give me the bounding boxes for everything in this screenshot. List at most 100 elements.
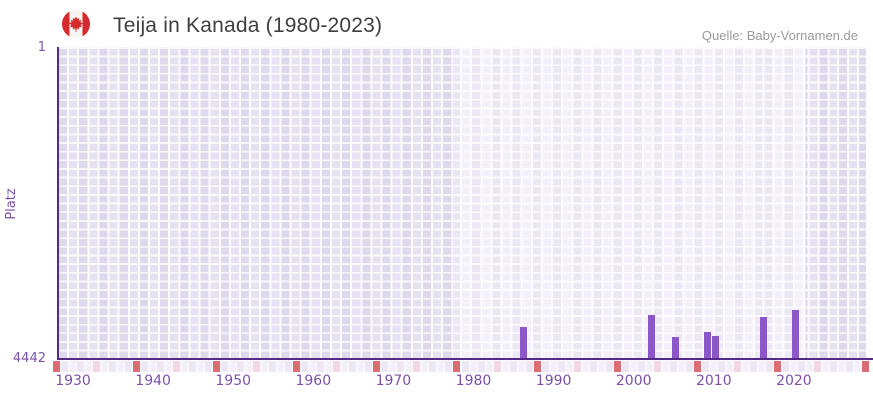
x-tick-label: 2020 [776,373,812,389]
year-marker-cell [365,361,373,372]
x-axis-line [57,357,873,360]
year-marker-cell [437,361,445,372]
year-marker-cell [517,361,525,372]
year-marker-cell [701,361,709,372]
year-marker-cell [597,361,605,372]
x-tick-label: 2010 [695,373,732,389]
year-marker-cell [789,361,797,372]
year-marker-cell [661,361,669,372]
year-marker-cell [181,361,189,372]
x-tick-label: 1990 [535,373,572,389]
year-marker-cell [837,361,845,372]
year-marker-cell [405,361,413,372]
year-marker-cell [253,361,261,372]
year-marker-cell [605,361,613,372]
year-marker-cell [493,361,501,372]
year-marker-cell [53,361,60,372]
year-marker-cell [237,361,245,372]
year-marker-cell [653,361,661,372]
grid-band [57,47,454,358]
year-marker-cell [221,361,229,372]
year-marker-cell [533,361,541,372]
year-marker-cell [509,361,517,372]
year-marker-cell [469,361,477,372]
year-marker-cell [581,361,589,372]
year-marker-cell [101,361,109,372]
year-marker-cell [213,361,221,372]
year-marker-cell [149,361,157,372]
canada-flag-icon [62,10,90,38]
year-marker-cell [205,361,213,372]
year-marker-cell [117,361,125,372]
year-marker-cell [261,361,269,372]
year-marker-cell [269,361,277,372]
year-marker-cell [229,361,237,372]
rank-bar[interactable] [647,315,655,359]
year-marker-cell [853,361,861,372]
year-marker-cell [77,361,85,372]
year-marker-cell [461,361,469,372]
year-marker-cell [125,361,133,372]
year-marker-cell [485,361,493,372]
year-marker-cell [805,361,813,372]
year-marker-cell [373,361,381,372]
year-marker-cell [93,361,101,372]
year-marker-cell [821,361,829,372]
x-tick-label: 1930 [55,373,91,389]
page-title: Teija in Kanada (1980-2023) [113,14,383,37]
rank-bar[interactable] [711,335,719,359]
year-marker-cell [309,361,317,372]
year-marker-cell [613,361,621,372]
year-marker-cell [757,361,765,372]
rank-bar[interactable] [519,327,527,359]
y-tick-top: 1 [37,40,46,55]
year-marker-cell [317,361,325,372]
year-marker-cell [141,361,149,372]
year-marker-cell [781,361,789,372]
year-marker-cell [862,361,869,372]
rank-bar[interactable] [671,336,679,359]
year-marker-cell [189,361,197,372]
year-marker-cell [333,361,341,372]
year-marker-cell [813,361,821,372]
year-marker-cell [69,361,77,372]
year-marker-cell [501,361,509,372]
year-marker-cell [717,361,725,372]
year-marker-cell [421,361,429,372]
year-marker-cell [349,361,357,372]
year-marker-cell [381,361,389,372]
year-marker-cell [541,361,549,372]
year-marker-cell [749,361,757,372]
year-marker-cell [397,361,405,372]
year-marker-cell [285,361,293,372]
year-marker-cell [669,361,677,372]
year-marker-cell [621,361,629,372]
year-marker-cell [765,361,773,372]
rank-bar[interactable] [759,316,767,359]
year-marker-cell [629,361,637,372]
year-marker-cell [173,361,181,372]
x-tick-label: 1950 [215,373,252,389]
rank-bar[interactable] [703,331,711,359]
year-marker-cell [709,361,717,372]
year-marker-cell [685,361,693,372]
year-marker-cell [557,361,565,372]
year-marker-cell [445,361,453,372]
year-marker-cell [85,361,93,372]
year-marker-cell [389,361,397,372]
y-axis-line [57,47,59,360]
year-marker-cell [325,361,333,372]
y-tick-bottom: 4442 [12,351,46,366]
x-tick-label: 1940 [135,373,171,389]
year-marker-cell [725,361,733,372]
year-marker-cell [845,361,853,372]
year-marker-cell [301,361,309,372]
year-marker-cell [573,361,581,372]
year-marker-cell [133,361,141,372]
year-marker-cell [109,361,117,372]
year-marker-cell [741,361,749,372]
year-marker-cell [357,361,365,372]
rank-bar[interactable] [791,309,799,359]
year-marker-cell [525,361,533,372]
